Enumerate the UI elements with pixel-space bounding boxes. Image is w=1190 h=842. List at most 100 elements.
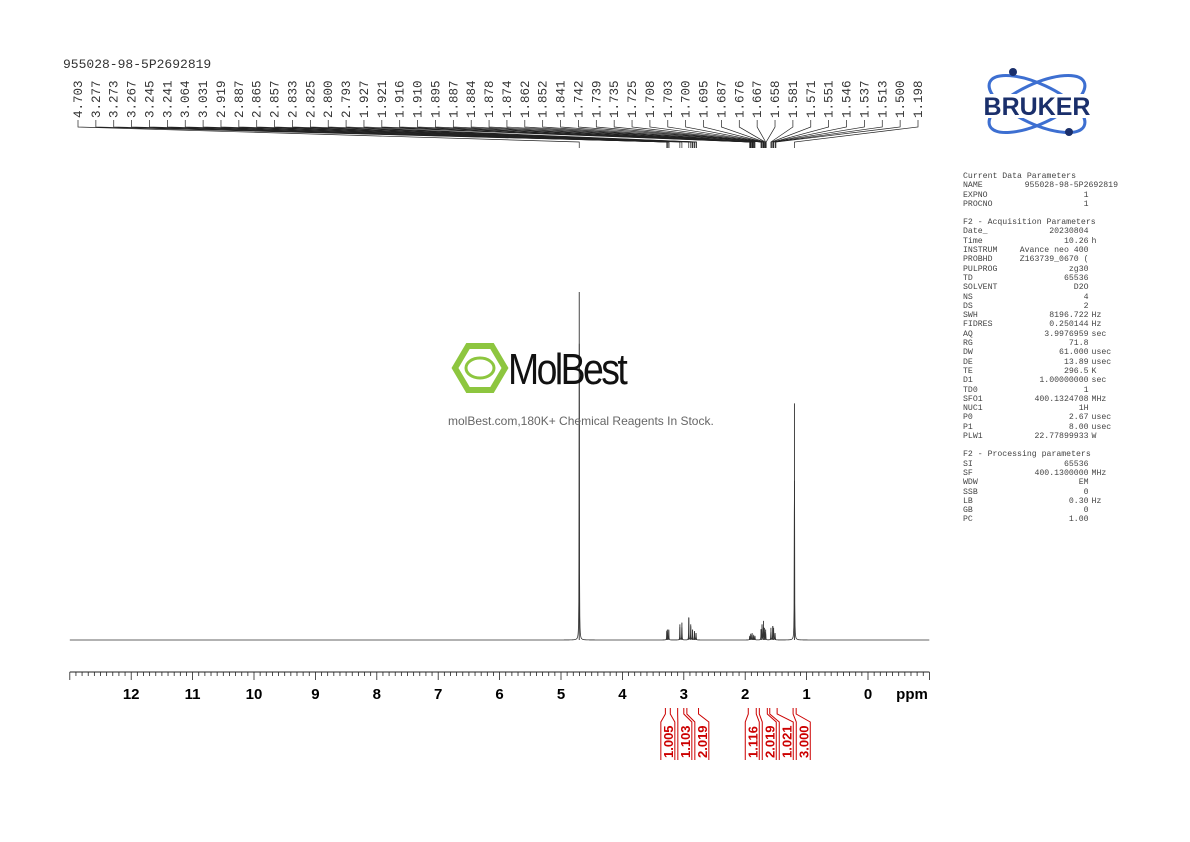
peak-label-leader: [399, 120, 751, 148]
param-unit: Hz: [1091, 320, 1102, 330]
integral-value: 2.019: [762, 725, 777, 758]
param-value: 0.250144: [1049, 320, 1089, 330]
peak-label-leader: [542, 120, 755, 148]
param-unit: Hz: [1091, 311, 1102, 321]
param-section-processing: F2 - Processing parameters SI 65536 SF 400.1…: [963, 450, 1118, 524]
tick-label: 3: [680, 686, 688, 703]
molbest-tagline: molBest.com,180K+ Chemical Reagents In S…: [448, 414, 714, 428]
peak-label: 1.742: [572, 80, 586, 118]
param-key: PROCNO: [963, 199, 993, 209]
param-row: DE 13.89 usec: [963, 358, 1118, 367]
param-value: 400.1324708: [1034, 394, 1089, 404]
peak-label: 1.739: [590, 80, 604, 118]
param-value: 65536: [1063, 273, 1089, 283]
peak-label-leader: [774, 120, 883, 148]
integral-bracket: [660, 708, 666, 760]
param-unit: [1089, 460, 1118, 469]
integral-value: 1.021: [779, 725, 794, 758]
bruker-logo-text: BRUKER: [984, 93, 1091, 121]
peak-label: 1.537: [858, 80, 872, 118]
peak-label-leader: [167, 120, 670, 148]
param-unit: [1089, 515, 1118, 524]
integral-value: 3.000: [796, 725, 811, 758]
param-section-title: F2 - Acquisition Parameters: [963, 218, 1096, 228]
param-key: SFO1: [963, 394, 983, 404]
param-key: SOLVENT: [963, 283, 998, 293]
param-value: 1: [1083, 199, 1089, 209]
peak-label-leader: [77, 120, 580, 148]
peak-label: 1.887: [447, 80, 461, 118]
param-key: P0: [963, 413, 973, 423]
param-key: PC: [963, 515, 973, 525]
peak-label: 1.513: [876, 80, 890, 118]
tick-label: 2: [741, 686, 749, 703]
peak-label: 1.841: [555, 80, 569, 118]
param-value: 10.26: [1063, 236, 1089, 246]
peak-label: 2.825: [304, 80, 318, 118]
param-value: 3.9976959: [1044, 329, 1089, 339]
peak-label: 3.064: [179, 80, 193, 118]
param-unit: [1089, 339, 1118, 348]
param-key: RG: [963, 339, 973, 349]
param-row: DS 2: [963, 302, 1118, 311]
tick-label: 1: [802, 686, 810, 703]
param-unit: [1089, 386, 1118, 395]
param-section-acquisition: F2 - Acquisition Parameters Date_ 20230804…: [963, 218, 1118, 441]
param-key: FIDRES: [963, 320, 993, 330]
peak-label-leader: [363, 120, 751, 148]
spectrum-line: [69, 343, 930, 641]
param-unit: [1089, 293, 1118, 302]
tick-label: 4: [618, 686, 627, 703]
peak-label: 3.277: [90, 80, 104, 118]
molbest-watermark: MolBest: [508, 345, 628, 394]
param-unit: [1089, 246, 1118, 255]
param-key: DW: [963, 348, 973, 358]
param-unit: [1089, 302, 1118, 311]
peak-label: 1.862: [519, 80, 533, 118]
param-unit: [1089, 488, 1118, 497]
param-value: 1.00: [1068, 515, 1089, 525]
param-unit: Hz: [1091, 496, 1102, 506]
peak-label: 4.703: [72, 80, 86, 118]
param-unit: MHz: [1091, 394, 1107, 404]
peak-label: 1.916: [394, 80, 408, 118]
param-row: SFO1 400.1324708 MHz: [963, 395, 1118, 404]
peak-label: 1.703: [662, 80, 676, 118]
parameter-panel: Current Data Parameters NAME 955028-98-5P2…: [963, 172, 1118, 525]
param-value: 2.67: [1068, 413, 1089, 423]
tick-label: 6: [495, 686, 503, 703]
peak-label-leader: [771, 120, 812, 148]
param-row: NAME 955028-98-5P2692819: [963, 181, 1118, 190]
integral-bracket: [669, 708, 676, 760]
tick-label: 10: [246, 686, 263, 703]
peak-label-leader: [631, 120, 763, 148]
param-key: DS: [963, 301, 973, 311]
param-row: SI 65536: [963, 460, 1118, 469]
param-value: 13.89: [1063, 357, 1089, 367]
spectrum: [69, 292, 930, 641]
param-unit: [1089, 227, 1118, 236]
peak-label: 1.878: [483, 80, 497, 118]
param-unit: sec: [1091, 376, 1107, 386]
param-key: SSB: [963, 487, 978, 497]
peak-label: 1.852: [537, 80, 551, 118]
param-key: NUC1: [963, 404, 983, 414]
param-row: TD0 1: [963, 386, 1118, 395]
peak-label: 3.241: [161, 80, 175, 118]
param-row: EXPNO 1: [963, 191, 1118, 200]
peak-label: 1.725: [626, 80, 640, 118]
param-unit: [1089, 191, 1118, 200]
param-key: NS: [963, 292, 973, 302]
param-value: 1H: [1078, 404, 1089, 414]
param-value: 61.000: [1059, 348, 1089, 358]
param-value: 0: [1083, 487, 1089, 497]
peak-label: 1.927: [358, 80, 372, 118]
param-row: SWH 8196.722 Hz: [963, 311, 1118, 320]
peak-label: 1.658: [769, 80, 783, 118]
param-unit: sec: [1091, 329, 1107, 339]
peak-label: 1.910: [412, 80, 426, 118]
peak-label-leader: [765, 120, 776, 148]
integral-bracket: [755, 708, 760, 760]
param-row: DW 61.000 usec: [963, 348, 1118, 357]
param-row: TE 296.5 K: [963, 367, 1118, 376]
